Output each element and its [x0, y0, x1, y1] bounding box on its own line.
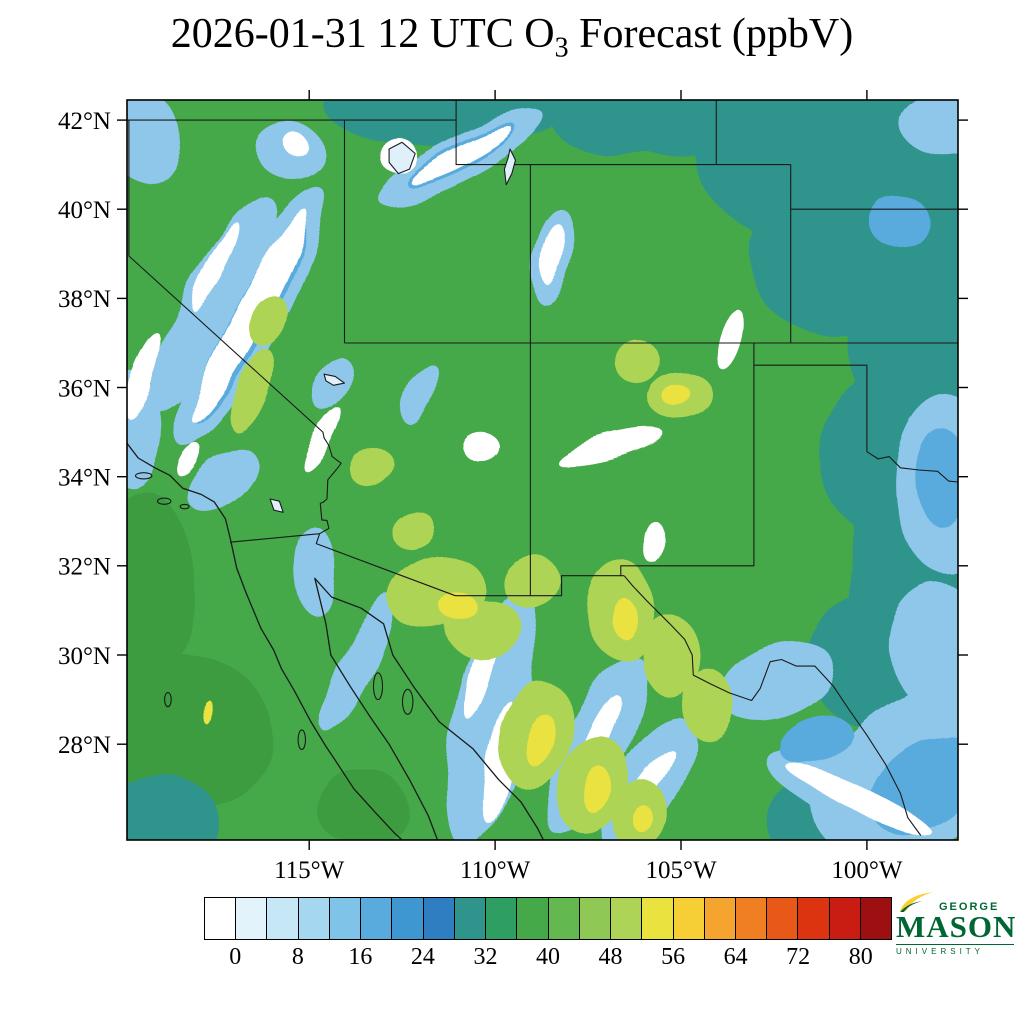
state-border — [455, 100, 791, 166]
gmu-george-text: GEORGE — [939, 901, 1000, 913]
colorbar-tick-label: 8 — [291, 944, 304, 970]
coastline — [314, 577, 544, 840]
colorbar-cell — [453, 898, 486, 939]
colorbar-cell — [360, 898, 392, 939]
state-border — [620, 343, 755, 576]
colorbar-cell — [734, 898, 767, 939]
colorbar-cell — [703, 898, 735, 939]
colorbar-tick-label: 0 — [229, 944, 242, 970]
lake — [323, 373, 346, 386]
lat-tick-label: 34°N — [58, 464, 111, 491]
colorbar-tick-label: 80 — [848, 944, 873, 970]
colorbar-cell — [516, 898, 548, 939]
lat-tick-label: 40°N — [58, 197, 111, 224]
island — [164, 691, 172, 708]
colorbar-cell — [205, 898, 236, 939]
axes — [117, 90, 968, 850]
colorbar-cell — [391, 898, 423, 939]
island — [156, 497, 172, 505]
title-subscript: 3 — [554, 32, 569, 64]
state-border — [128, 120, 342, 535]
colorbar-labels: 0 8 16 24 32 40 48 56 64 72 80 — [204, 944, 892, 974]
island — [401, 688, 414, 715]
colorbar-cell — [547, 898, 579, 939]
lake — [503, 148, 517, 186]
island — [297, 729, 307, 751]
gmu-logo: GEORGE MASON UNIVERSITY — [896, 891, 1018, 956]
lon-tick-label: 100°W — [831, 857, 902, 884]
colorbar-tick-label: 24 — [410, 944, 435, 970]
colorbar-cell — [672, 898, 704, 939]
lat-tick-label: 36°N — [58, 375, 111, 402]
gmu-logo-top-row: GEORGE — [898, 891, 1018, 913]
lat-tick-label: 30°N — [58, 643, 111, 670]
lake — [388, 141, 416, 175]
colorbar-tick-label: 48 — [598, 944, 623, 970]
title-suffix: Forecast (ppbV) — [568, 11, 854, 57]
field-layer-yellow-48-56 — [204, 385, 693, 834]
colorbar-cell — [797, 898, 829, 939]
field-layer-white-under-8 — [127, 127, 933, 836]
colorbar-tick-label: 56 — [661, 944, 686, 970]
lon-tick-label: 110°W — [460, 857, 531, 884]
lon-tick-label: 105°W — [645, 857, 716, 884]
colorbar-cell — [485, 898, 517, 939]
colorbar-tick-label: 32 — [473, 944, 498, 970]
lon-tick-label: 115°W — [274, 857, 345, 884]
state-border — [229, 533, 320, 543]
colorbar-tick-label: 16 — [348, 944, 373, 970]
lat-tick-label: 32°N — [58, 554, 111, 581]
colorbar-cell — [610, 898, 642, 939]
geography-lines — [127, 100, 958, 840]
colorbar-cell — [266, 898, 298, 939]
title-prefix: 2026-01-31 12 UTC O — [170, 11, 555, 57]
state-border — [623, 575, 922, 836]
colorbar-cell — [641, 898, 673, 939]
island — [179, 503, 190, 510]
state-border — [315, 533, 625, 597]
concentration-field — [127, 100, 958, 840]
map-frame — [126, 99, 959, 841]
colorbar-tick-label: 40 — [536, 944, 560, 970]
colorbar-cell — [235, 898, 267, 939]
page-title: 2026-01-31 12 UTC O3 Forecast (ppbV) — [0, 10, 1024, 64]
island — [372, 672, 384, 701]
colorbar-tick-label: 72 — [786, 944, 811, 970]
lake — [269, 498, 284, 513]
colorbar-cell — [422, 898, 454, 939]
colorbar-cell — [859, 898, 892, 939]
colorbar-cell — [766, 898, 798, 939]
colorbar-cell — [828, 898, 860, 939]
colorbar-cell — [328, 898, 361, 939]
lat-tick-label: 42°N — [58, 108, 111, 135]
field-layer-yellow-green-40-48 — [231, 294, 733, 840]
gmu-mason-text: MASON — [896, 909, 1017, 944]
colorbar-tick-label: 64 — [723, 944, 748, 970]
state-border — [753, 364, 958, 483]
lat-tick-label: 28°N — [58, 732, 111, 759]
colorbar — [204, 897, 892, 940]
coastline — [127, 442, 403, 840]
colorbar-cell — [297, 898, 329, 939]
colorbar-cell — [578, 898, 611, 939]
gmu-leaf-icon — [900, 892, 934, 912]
island — [134, 472, 153, 480]
lat-tick-label: 38°N — [58, 286, 111, 313]
gmu-university-text: UNIVERSITY — [896, 944, 1014, 956]
